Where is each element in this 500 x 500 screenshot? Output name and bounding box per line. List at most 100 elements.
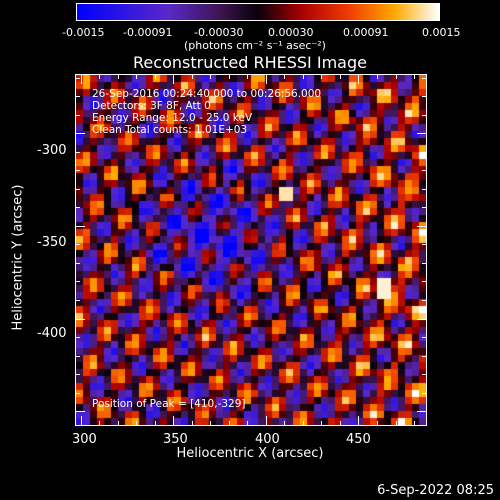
tick-mark [422, 355, 427, 357]
tick-mark [422, 188, 427, 190]
tick-mark [75, 114, 80, 116]
tick-mark [339, 421, 341, 426]
tick-mark [422, 300, 427, 302]
colorbar-tick-label: -0.0015 [62, 26, 105, 39]
x-tick-label: 450 [346, 432, 371, 447]
tick-mark [210, 421, 212, 426]
tick-mark [117, 74, 119, 79]
tick-mark [154, 421, 156, 426]
x-tick-label: 300 [72, 432, 97, 447]
tick-mark [284, 74, 286, 79]
tick-mark [414, 421, 416, 426]
tick-mark [422, 207, 427, 209]
timestamp-footer: 6-Sep-2022 08:25 [377, 483, 494, 498]
tick-mark [75, 96, 80, 98]
tick-mark [75, 133, 85, 135]
tick-mark [75, 300, 80, 302]
colorbar-tick-label: -0.00030 [194, 26, 244, 39]
tick-mark [80, 416, 82, 426]
tick-mark [395, 421, 397, 426]
tick-mark [417, 133, 427, 135]
tick-mark [247, 74, 249, 79]
tick-mark [75, 262, 80, 264]
tick-mark [191, 74, 193, 79]
tick-mark [154, 74, 156, 79]
tick-mark [173, 74, 175, 84]
tick-mark [422, 114, 427, 116]
image-plot-area [75, 74, 427, 426]
tick-mark [422, 337, 427, 339]
tick-mark [75, 355, 80, 357]
tick-mark [136, 74, 138, 79]
tick-mark [422, 374, 427, 376]
tick-mark [358, 416, 360, 426]
tick-mark [80, 74, 82, 84]
tick-mark [422, 96, 427, 98]
tick-mark [228, 421, 230, 426]
colorbar-tick-label: -0.00091 [123, 26, 173, 39]
x-axis-label: Heliocentric X (arcsec) [176, 446, 324, 461]
tick-mark [422, 262, 427, 264]
y-tick-label: -300 [37, 143, 67, 158]
tick-mark [75, 188, 80, 190]
colorbar [76, 3, 440, 21]
tick-mark [417, 225, 427, 227]
tick-mark [302, 74, 304, 79]
tick-mark [75, 411, 85, 413]
tick-mark [422, 244, 427, 246]
tick-mark [75, 374, 80, 376]
tick-mark [117, 421, 119, 426]
tick-mark [75, 77, 80, 79]
tick-mark [265, 74, 267, 84]
colorbar-tick-label: 0.0015 [422, 26, 461, 39]
tick-mark [417, 411, 427, 413]
energy-range-annotation: Energy Range: 12.0 - 25.0 keV [92, 112, 253, 124]
tick-mark [417, 318, 427, 320]
tick-mark [422, 151, 427, 153]
y-tick-label: -400 [37, 326, 67, 341]
tick-mark [376, 74, 378, 79]
tick-mark [422, 170, 427, 172]
x-tick-label: 350 [163, 432, 188, 447]
tick-mark [75, 170, 80, 172]
tick-mark [339, 74, 341, 79]
tick-mark [99, 421, 101, 426]
heatmap-image [76, 75, 426, 425]
tick-mark [302, 421, 304, 426]
colorbar-tick-label: 0.00030 [268, 26, 314, 39]
tick-mark [376, 421, 378, 426]
tick-mark [75, 225, 85, 227]
tick-mark [75, 337, 80, 339]
plot-title: Reconstructed RHESSI Image [133, 53, 367, 72]
tick-mark [99, 74, 101, 79]
detectors-annotation: Detectors: 3F 8F, Att 0 [92, 100, 211, 112]
tick-mark [358, 74, 360, 84]
tick-mark [422, 392, 427, 394]
tick-mark [395, 74, 397, 79]
tick-mark [75, 244, 80, 246]
tick-mark [265, 416, 267, 426]
x-tick-label: 400 [255, 432, 280, 447]
tick-mark [284, 421, 286, 426]
tick-mark [422, 281, 427, 283]
colorbar-tick-label: 0.00091 [343, 26, 389, 39]
tick-mark [228, 74, 230, 79]
tick-mark [75, 151, 80, 153]
tick-mark [75, 207, 80, 209]
colorbar-unit-label: (photons cm⁻² s⁻¹ asec⁻²) [184, 39, 326, 52]
tick-mark [414, 74, 416, 79]
tick-mark [173, 416, 175, 426]
tick-mark [210, 74, 212, 79]
tick-mark [75, 281, 80, 283]
tick-mark [247, 421, 249, 426]
y-tick-label: -350 [37, 235, 67, 250]
y-axis-label: Heliocentric Y (arcsec) [10, 184, 26, 331]
clean-counts-annotation: Clean Total counts: 1.01E+03 [92, 124, 248, 136]
tick-mark [75, 392, 80, 394]
tick-mark [191, 421, 193, 426]
tick-mark [422, 77, 427, 79]
tick-mark [321, 421, 323, 426]
time-range-annotation: 26-Sep-2016 00:24:40.000 to 00:26:56.000 [92, 88, 322, 100]
tick-mark [136, 421, 138, 426]
peak-position-annotation: Position of Peak = [410,-329] [92, 398, 246, 410]
